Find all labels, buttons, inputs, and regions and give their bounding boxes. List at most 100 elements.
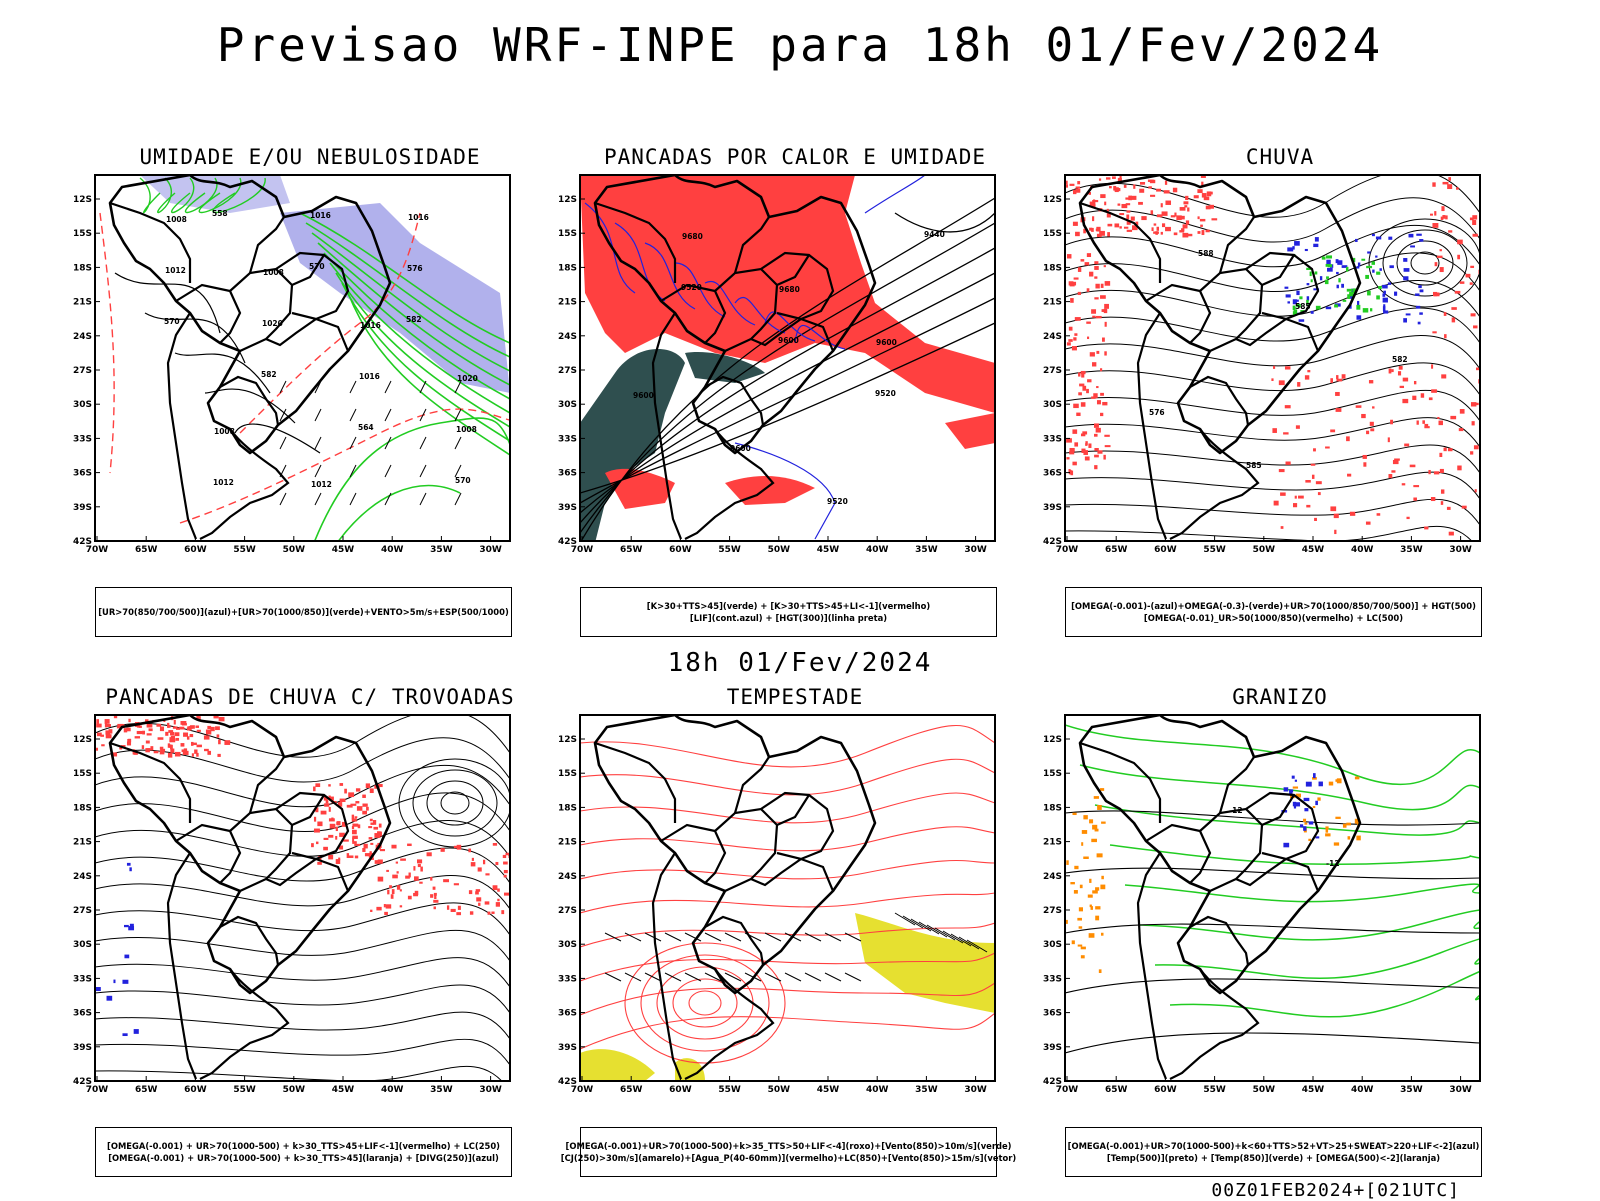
thunder-red: [420, 866, 423, 872]
contour-label: 1012: [165, 266, 186, 275]
state-border: [1218, 756, 1255, 814]
panel-title: CHUVA: [1245, 145, 1315, 169]
rain-red: [1096, 400, 1101, 405]
contour-label: 1008: [166, 215, 187, 224]
rain-red: [1094, 454, 1099, 458]
lon-label: 70W: [1056, 545, 1079, 555]
lc250-streamline: [95, 765, 510, 808]
humidity-contour: [157, 177, 176, 214]
hgt500-streamline: [1065, 362, 1480, 396]
rain-blue: [1403, 258, 1408, 262]
rain-red: [1073, 277, 1079, 280]
rain-green: [1324, 279, 1329, 285]
thunder-red: [387, 889, 390, 895]
rain-red: [1436, 255, 1443, 258]
rain-red: [1182, 232, 1189, 238]
main-title: Previsao WRF-INPE para 18h 01/Fev/2024: [216, 18, 1384, 72]
thunder-red: [117, 723, 124, 727]
wind-vector: [804, 932, 822, 942]
rain-red: [1394, 458, 1400, 461]
state-border: [265, 858, 317, 887]
rain-red: [1388, 368, 1392, 374]
state-border: [1245, 251, 1320, 321]
contour-label: 9440: [924, 230, 945, 239]
map-layers: [95, 715, 510, 1081]
rain-red: [1369, 421, 1374, 426]
thunder-red: [186, 727, 192, 731]
rain-red: [1082, 431, 1088, 435]
thunder-red: [356, 806, 363, 811]
rain-red: [1440, 501, 1444, 505]
thunder-red: [328, 834, 334, 838]
state-border: [315, 317, 350, 352]
state-border: [1285, 317, 1320, 352]
map-frame: [1064, 174, 1481, 542]
omega-orange: [1101, 821, 1106, 824]
lat-label: 33S: [558, 974, 577, 984]
legend-line: [UR>70(850/700/500)](azul)+[UR>70(1000/8…: [98, 607, 509, 617]
lc250-streamline: [95, 737, 510, 783]
thunder-red: [215, 726, 220, 731]
rain-red: [1439, 267, 1444, 273]
rain-blue: [1335, 259, 1339, 264]
rain-red: [1102, 401, 1108, 406]
thunder-red: [203, 735, 210, 740]
rain-red: [1470, 265, 1475, 268]
rain-red: [1330, 378, 1333, 383]
rain-red: [1365, 521, 1371, 525]
rain-red: [1069, 447, 1075, 452]
rain-red: [1100, 368, 1103, 372]
southern-coast: [1169, 428, 1260, 540]
state-border: [1136, 312, 1168, 540]
lon-label: 55W: [233, 1085, 256, 1095]
humidity-contour: [184, 177, 218, 214]
thunder-red: [407, 843, 412, 847]
thunder-red: [505, 852, 510, 856]
rain-green: [1299, 296, 1303, 300]
rain-blue: [1419, 239, 1424, 242]
rain-red: [1361, 413, 1366, 419]
thunder-red: [216, 734, 220, 738]
thunder-red: [478, 902, 481, 906]
rain-red: [1156, 226, 1160, 231]
rain-red: [1278, 380, 1285, 386]
rain-red: [1080, 402, 1086, 407]
wind-vector: [824, 972, 842, 982]
lat-label: 18S: [73, 803, 92, 813]
lon-label: 60W: [1154, 545, 1177, 555]
state-border: [704, 915, 765, 966]
rain-red: [1470, 402, 1477, 407]
thunder-red: [167, 743, 171, 748]
hgt500-streamline: [1410, 251, 1440, 275]
thunder-red: [336, 821, 341, 825]
thunder-red: [430, 876, 433, 881]
rain-red: [1176, 215, 1182, 221]
rain-blue: [1356, 315, 1362, 320]
rain-red: [1457, 254, 1461, 260]
lat-label: 12S: [558, 735, 577, 745]
thunder-red: [182, 750, 189, 755]
rain-red: [1100, 194, 1106, 199]
isobar: [234, 423, 321, 454]
rain-red: [1072, 429, 1078, 434]
lon-label: 60W: [1154, 1085, 1177, 1095]
k-tts-area: [580, 349, 685, 541]
rain-red: [1310, 463, 1316, 466]
thunder-red: [148, 728, 153, 732]
rain-blue: [1383, 304, 1386, 308]
state-border: [800, 857, 835, 892]
rain-red: [1439, 249, 1442, 252]
hgt500-streamline: [1065, 498, 1480, 526]
rain-red: [1445, 215, 1448, 220]
rain-blue: [1341, 283, 1345, 288]
rain-red: [1297, 382, 1301, 387]
thickness-contour: [179, 408, 510, 524]
wind-vector: [844, 972, 862, 982]
wind-vector: [958, 936, 980, 950]
thunder-red: [190, 725, 195, 729]
rain-blue: [1403, 276, 1409, 281]
thunder-red: [313, 828, 320, 833]
thunder-red: [146, 733, 152, 736]
contour-label: 9600: [730, 444, 751, 453]
rain-red: [1392, 459, 1399, 465]
